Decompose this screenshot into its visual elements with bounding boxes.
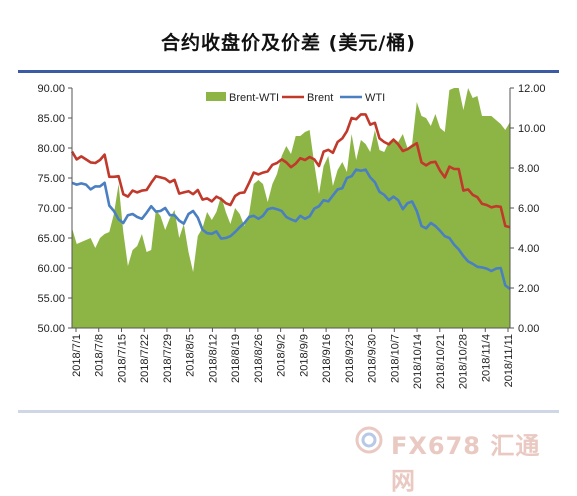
left-tick-label: 75.00 xyxy=(37,173,65,185)
title-rule xyxy=(18,70,559,73)
right-tick-label: 0.00 xyxy=(518,323,539,335)
left-tick-label: 70.00 xyxy=(37,203,65,215)
legend-swatch-brent-wti xyxy=(206,92,226,101)
x-tick-label: 2018/10/7 xyxy=(389,334,401,383)
chart: 50.00 55.00 60.00 65.00 70.00 75.00 80.00 85.00… xyxy=(37,83,546,389)
x-tick-label: 2018/10/14 xyxy=(412,334,424,389)
left-tick-label: 55.00 xyxy=(37,293,65,305)
series-area-brent-wti xyxy=(72,88,510,328)
right-tick-label: 10.00 xyxy=(518,123,546,135)
x-tick-label: 2018/7/22 xyxy=(139,334,151,383)
x-tick-label: 2018/8/12 xyxy=(207,334,219,383)
right-tick-label: 6.00 xyxy=(518,203,539,215)
footer-rule xyxy=(18,410,559,413)
x-tick-label: 2018/7/8 xyxy=(94,334,106,377)
x-tick-label: 2018/9/30 xyxy=(367,334,379,383)
x-tick-label: 2018/8/26 xyxy=(253,334,265,383)
x-tick-label: 2018/7/29 xyxy=(162,334,174,383)
x-tick-label: 2018/8/5 xyxy=(185,334,197,377)
x-tick-label: 2018/9/9 xyxy=(298,334,310,377)
x-tick-label: 2018/10/21 xyxy=(435,334,447,389)
left-tick-label: 65.00 xyxy=(37,233,65,245)
x-tick-label: 2018/11/11 xyxy=(503,334,515,387)
x-tick-label: 2018/11/4 xyxy=(480,334,492,382)
left-tick-label: 60.00 xyxy=(37,263,65,275)
chart-title: 合约收盘价及价差 (美元/桶) xyxy=(161,32,416,54)
right-tick-label: 12.00 xyxy=(518,83,546,95)
legend-label: WTI xyxy=(365,92,385,104)
right-tick-label: 8.00 xyxy=(518,163,539,175)
right-tick-label: 2.00 xyxy=(518,283,539,295)
x-tick-label: 2018/10/28 xyxy=(458,334,470,389)
left-tick-label: 90.00 xyxy=(37,83,65,95)
fx678-logo-icon xyxy=(355,426,383,454)
x-tick-label: 2018/9/2 xyxy=(276,334,288,377)
legend-label: Brent xyxy=(307,92,333,104)
right-tick-label: 4.00 xyxy=(518,243,539,255)
x-tick-label: 2018/9/23 xyxy=(344,334,356,383)
x-tick-label: 2018/9/16 xyxy=(321,334,333,383)
series-line-wti xyxy=(71,168,511,291)
legend-label: Brent-WTI xyxy=(229,92,279,104)
series-line-brent xyxy=(70,113,511,229)
x-tick-label: 2018/7/15 xyxy=(116,334,128,383)
x-tick-label: 2018/7/1 xyxy=(71,334,83,377)
watermark: FX678 汇通网 xyxy=(355,424,565,495)
left-tick-label: 80.00 xyxy=(37,143,65,155)
left-tick-label: 85.00 xyxy=(37,113,65,125)
watermark-text: FX678 汇通网 xyxy=(391,432,541,495)
x-tick-label: 2018/8/19 xyxy=(230,334,242,383)
left-tick-label: 50.00 xyxy=(37,323,65,335)
